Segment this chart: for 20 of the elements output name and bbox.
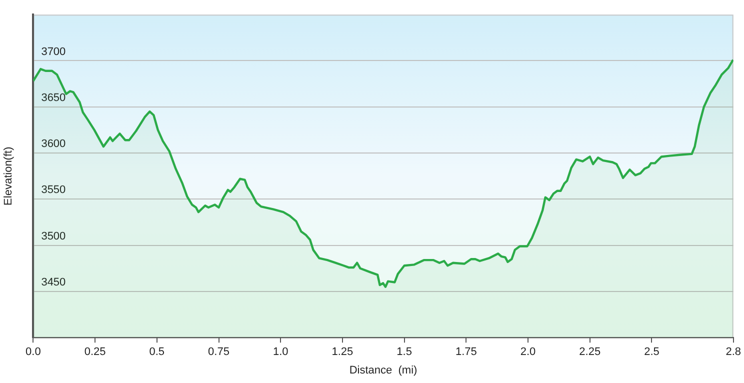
x-tick-label: 2.5: [644, 346, 660, 358]
x-tick-label: 1.5: [396, 346, 412, 358]
x-tick-label: 0.0: [26, 346, 41, 358]
x-tick-label: 1.0: [272, 346, 288, 358]
y-tick-label: 3650: [41, 92, 66, 104]
y-tick-label: 3700: [41, 46, 66, 58]
y-axis-title: Elevation(ft): [2, 146, 15, 206]
x-tick-label: 1.75: [455, 346, 477, 358]
x-axis-title: Distance (mi): [349, 364, 418, 376]
x-tick-label: 1.25: [332, 346, 354, 358]
x-tick-label: 2.8: [726, 346, 742, 358]
x-tick-label: 0.25: [84, 346, 106, 358]
y-tick-label: 3550: [41, 184, 66, 196]
y-tick-label: 3600: [41, 138, 66, 150]
x-tick-label: 0.75: [208, 346, 230, 358]
y-tick-label: 3500: [41, 230, 66, 242]
x-tick-label: 2.0: [520, 346, 536, 358]
x-tick-label: 0.5: [149, 346, 165, 358]
y-tick-label: 3450: [41, 276, 66, 288]
x-tick-label: 2.25: [579, 346, 601, 358]
